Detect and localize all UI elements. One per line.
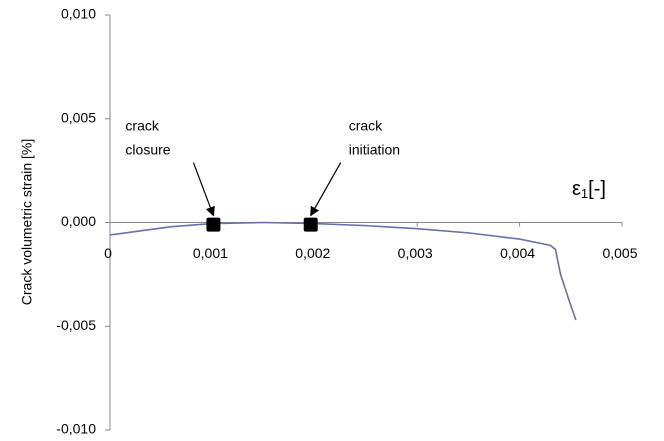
series-line [109, 221, 577, 321]
marker [206, 217, 221, 232]
y-axis-label: Crack volumetric strain [%] [19, 139, 35, 305]
y-tick-label: 0,000 [61, 213, 96, 229]
annotation-arrow [192, 162, 215, 217]
annotation-text: crack [349, 117, 383, 133]
x-tick-label: 0,001 [193, 245, 228, 261]
x-axis-label: ε1[-] [572, 178, 606, 201]
marker [303, 217, 318, 232]
y-tick-label: -0,005 [56, 317, 96, 333]
y-tick-label: 0,010 [61, 6, 96, 22]
annotation-text: initiation [349, 141, 400, 157]
x-tick-label: 0,003 [398, 245, 433, 261]
x-label-unit: [-] [588, 178, 606, 200]
annotation-arrow [310, 162, 342, 217]
y-tick-label: -0,010 [56, 421, 96, 437]
x-tick-label: 0,005 [602, 245, 637, 261]
x-label-symbol: ε [572, 178, 581, 200]
annotation-text: closure [125, 141, 170, 157]
x-label-subscript: 1 [581, 186, 588, 201]
annotation-text: crack [125, 117, 159, 133]
y-tick-label: 0,005 [61, 109, 96, 125]
x-tick-label: 0,002 [295, 245, 330, 261]
x-tick-label: 0 [104, 245, 112, 261]
x-tick-label: 0,004 [500, 245, 535, 261]
